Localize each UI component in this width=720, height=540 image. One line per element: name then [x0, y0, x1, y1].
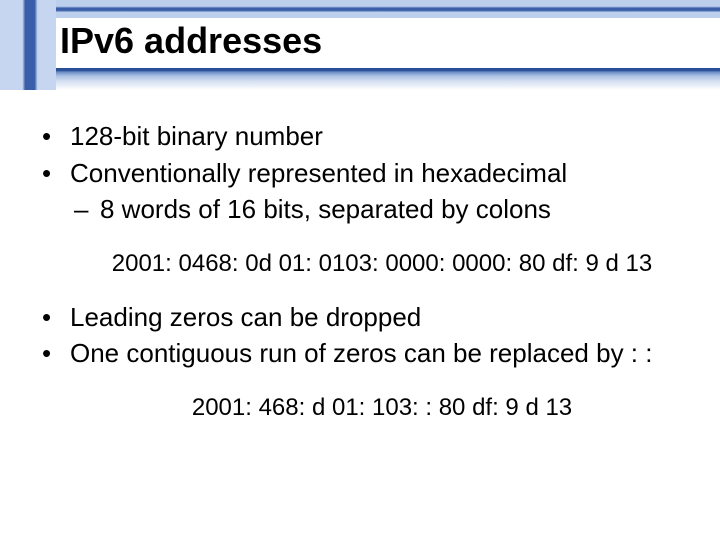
example-address-short: 2001: 468: d 01: 103: : 80 df: 9 d 13: [34, 392, 694, 423]
bullet-subitem: 8 words of 16 bits, separated by colons: [34, 193, 694, 226]
slide-body: 128-bit binary number Conventionally rep…: [34, 120, 694, 445]
bullet-item: One contiguous run of zeros can be repla…: [34, 337, 694, 370]
title-underline: [56, 68, 720, 90]
title-region: IPv6 addresses: [0, 0, 720, 90]
title-left-strip: [0, 0, 56, 90]
bullet-item: Leading zeros can be dropped: [34, 301, 694, 334]
slide-title: IPv6 addresses: [60, 20, 322, 62]
slide: IPv6 addresses 128-bit binary number Con…: [0, 0, 720, 540]
example-address-full: 2001: 0468: 0d 01: 0103: 0000: 0000: 80 …: [34, 248, 694, 279]
title-top-strip: [56, 0, 720, 18]
bullet-item: 128-bit binary number: [34, 120, 694, 153]
bullet-item: Conventionally represented in hexadecima…: [34, 157, 694, 190]
